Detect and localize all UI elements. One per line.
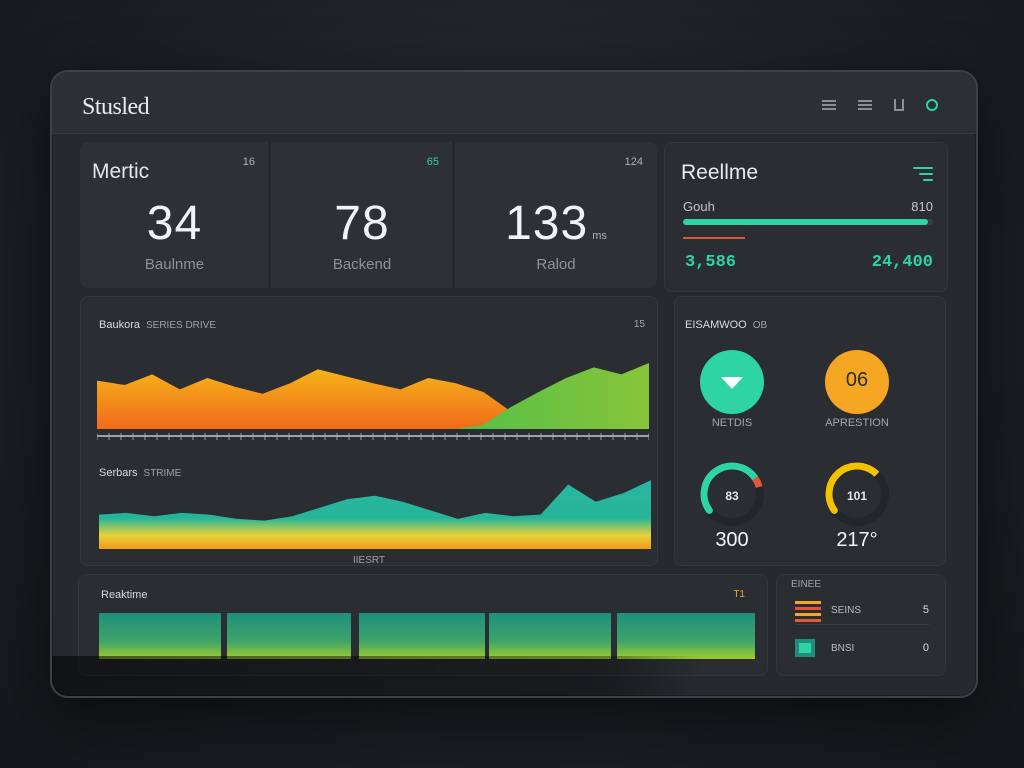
- realtime-row-value: 810: [911, 199, 933, 214]
- bottom-bars-panel: Reaktime T1: [78, 574, 768, 676]
- apresion-value: 06: [845, 369, 869, 391]
- realtime-title: Reellme: [681, 161, 759, 184]
- area-series-2: [97, 363, 649, 429]
- metric-value: 78: [334, 197, 390, 250]
- chart-footer: IIESRT: [352, 555, 386, 566]
- gauge-1-value: 300: [715, 529, 749, 551]
- bar-3: [359, 613, 485, 659]
- area-series-1: [99, 480, 651, 549]
- gauge-accent: [752, 476, 763, 489]
- list-item-name: BNSI: [831, 643, 855, 654]
- metric-tag: 124: [624, 156, 643, 168]
- status-panel: EISAMWOO OB NETDIS 06 APRESTION 83 300 10…: [674, 296, 946, 566]
- realtime-panel: Reellme Gouh 810 3,586 24,400: [664, 142, 948, 292]
- window-controls: [822, 99, 938, 111]
- gauge-2-inner: 101: [846, 489, 868, 503]
- metric-card-1[interactable]: Mertic 16 34 Baulnme: [80, 142, 270, 288]
- metric-tag: 65: [426, 156, 439, 168]
- bars-icon: [795, 601, 821, 622]
- filter-icon[interactable]: [894, 99, 904, 111]
- area-chart-top: [97, 363, 649, 429]
- metric-value: 133 ms: [505, 197, 607, 250]
- area-chart-panel: Baukora SERIES DRIVE 15 Serbars STRIME IIE…: [80, 296, 658, 566]
- metric-sub: Ralod: [536, 256, 576, 273]
- list-title: EINEE: [791, 579, 822, 590]
- metric-card-3[interactable]: 124 133 ms Ralod: [455, 142, 657, 288]
- list-item[interactable]: SEINS 5: [795, 599, 929, 625]
- bottom-title: Reaktime: [101, 589, 148, 601]
- bar-2: [227, 613, 351, 659]
- realtime-row-label: Gouh: [683, 199, 715, 214]
- app-title: Stusled: [82, 94, 150, 120]
- metric-card-2[interactable]: 65 78 Backend: [271, 142, 454, 288]
- list-item[interactable]: BNSI 0: [795, 637, 929, 663]
- area-chart-bottom: [99, 480, 651, 549]
- menu-icon[interactable]: [858, 100, 872, 110]
- list-item-name: SEINS: [831, 605, 862, 616]
- metric-label: Mertic: [92, 160, 150, 183]
- gauge-2: [825, 462, 889, 526]
- apresion-status[interactable]: [822, 347, 892, 417]
- bottom-corner: T1: [733, 589, 745, 600]
- metric-sub: Baulnme: [144, 256, 205, 273]
- list-icon[interactable]: [822, 100, 836, 110]
- realtime-value-right: 24,400: [871, 253, 933, 272]
- realtime-progress-fill: [683, 219, 928, 225]
- bar-5: [617, 613, 755, 659]
- realtime-progress: [683, 219, 933, 225]
- list-item-count: 5: [922, 604, 929, 616]
- status-ring-icon[interactable]: [926, 99, 938, 111]
- chart-axis: [97, 433, 649, 440]
- status-title: EISAMWOO OB: [685, 319, 768, 331]
- dashboard-window: Stusled Mertic 16 34 Baulnme 65 78 Backe…: [50, 70, 978, 698]
- gauge-arc: [700, 462, 759, 514]
- gauge-arc: [825, 462, 873, 514]
- chevron-down-icon: [721, 377, 743, 389]
- bottom-list-panel: EINEE SEINS 5 BNSI 0: [776, 574, 946, 676]
- gauge-1: [700, 462, 764, 526]
- netdis-caption: NETDIS: [711, 417, 753, 429]
- bar-4: [489, 613, 611, 659]
- chart-corner: 15: [633, 319, 645, 330]
- list-item-count: 0: [922, 642, 929, 654]
- chart-title: Baukora SERIES DRIVE: [99, 319, 217, 331]
- square-icon: [795, 639, 821, 659]
- netdis-status[interactable]: [697, 347, 767, 417]
- metric-value: 34: [146, 197, 203, 250]
- bar-1: [99, 613, 221, 659]
- metric-sub: Backend: [332, 256, 392, 273]
- realtime-secondary-bar: [683, 237, 745, 239]
- metric-tag: 16: [242, 156, 255, 168]
- lower-chart-title: Serbars STRIME: [99, 467, 182, 479]
- realtime-row: Gouh 810: [683, 199, 933, 214]
- gauge-accent: [867, 465, 880, 477]
- gauge-2-value: 217°: [836, 529, 878, 551]
- realtime-value-left: 3,586: [685, 253, 737, 272]
- apresion-caption: APRESTION: [825, 417, 889, 429]
- gauge-1-inner: 83: [725, 489, 739, 503]
- menu-icon[interactable]: [913, 167, 933, 181]
- top-bar: Stusled: [52, 72, 976, 134]
